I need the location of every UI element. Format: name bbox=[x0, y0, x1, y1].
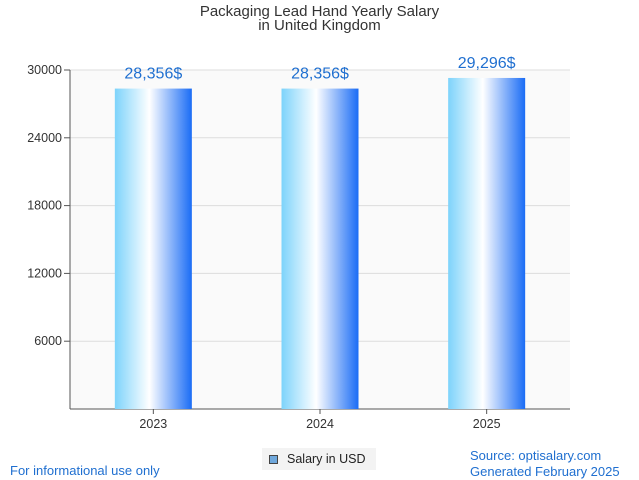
source-text: Source: optisalary.com bbox=[470, 448, 602, 463]
y-tick-label: 24000 bbox=[27, 131, 62, 145]
legend-swatch-icon bbox=[269, 454, 278, 464]
chart-title-line2: in United Kingdom bbox=[258, 17, 381, 34]
x-tick-label: 2023 bbox=[139, 417, 167, 431]
legend[interactable]: Salary in USD bbox=[262, 448, 376, 470]
bar-2024 bbox=[281, 88, 359, 409]
bar-2023 bbox=[114, 88, 192, 409]
bar-value-label: 28,356$ bbox=[291, 66, 349, 83]
x-tick-label: 2025 bbox=[473, 417, 501, 431]
legend-label: Salary in USD bbox=[287, 452, 366, 466]
bar-value-label: 28,356$ bbox=[124, 66, 182, 83]
y-tick-label: 12000 bbox=[27, 266, 62, 280]
y-tick-label: 18000 bbox=[27, 199, 62, 213]
y-tick-label: 6000 bbox=[34, 334, 62, 348]
disclaimer-text: For informational use only bbox=[10, 463, 160, 478]
bar-value-label: 29,296$ bbox=[458, 55, 516, 72]
chart-title-line1: Packaging Lead Hand Yearly Salary bbox=[199, 3, 440, 20]
x-tick-label: 2024 bbox=[306, 417, 334, 431]
source-block: Source: optisalary.com Generated Februar… bbox=[470, 448, 620, 480]
generated-text: Generated February 2025 bbox=[470, 464, 620, 479]
bar-2025 bbox=[448, 77, 526, 409]
y-tick-label: 30000 bbox=[27, 63, 62, 77]
